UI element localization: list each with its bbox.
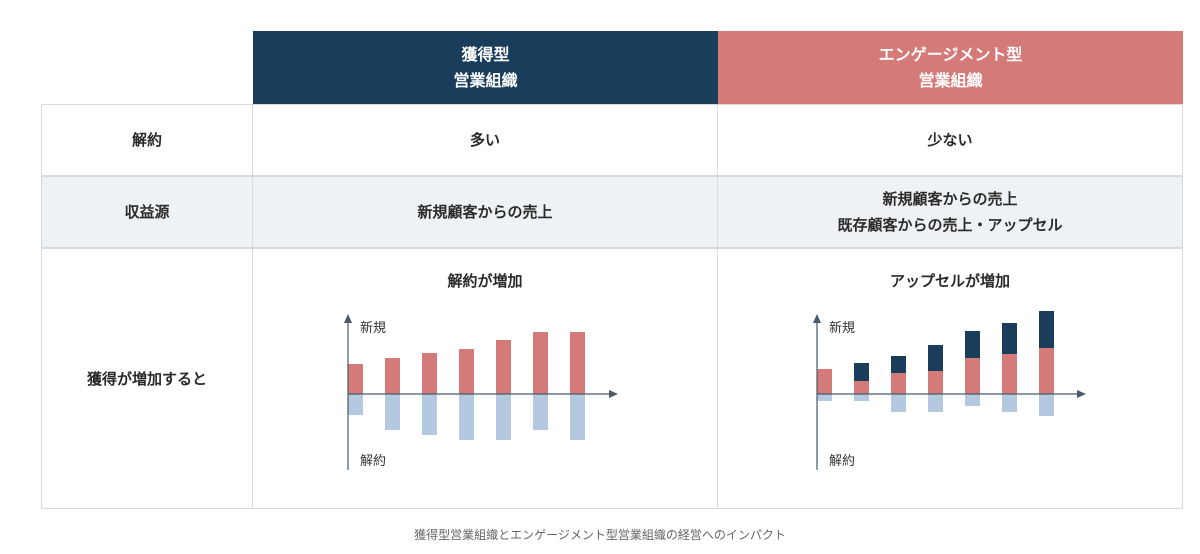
- bar-churn-3: [422, 394, 437, 435]
- y-top-label: 新規: [829, 320, 855, 336]
- bar-new-2: [385, 358, 400, 394]
- cell-text: 少ない: [927, 131, 973, 149]
- bar-churn-5: [496, 394, 511, 440]
- chart-title-left: 解約が増加: [447, 272, 523, 290]
- bar-new-6: [533, 332, 548, 394]
- y-bottom-label: 解約: [829, 454, 855, 469]
- cell-churn-engagement: 少ない: [717, 104, 1183, 176]
- bar-new-1: [348, 364, 363, 394]
- bar-new-5: [965, 358, 980, 394]
- header-acquisition-line2: 営業組織: [453, 70, 518, 90]
- bar-new-3: [891, 373, 906, 394]
- bar-upsell-6: [1002, 323, 1017, 354]
- row-label-text: 獲得が増加すると: [86, 369, 207, 388]
- bar-churn-4: [928, 394, 943, 412]
- x-axis-arrow: [1077, 390, 1086, 398]
- figure-caption: 獲得型営業組織とエンゲージメント型営業組織の経営へのインパクト: [414, 528, 786, 542]
- bar-upsell-5: [965, 331, 980, 358]
- bar-churn-2: [385, 394, 400, 430]
- cell-chart-engagement: [717, 248, 1183, 509]
- cell-text: 新規顧客からの売上: [417, 203, 553, 221]
- row-label-text: 解約: [131, 131, 162, 149]
- cell-text-line1: 新規顧客からの売上: [882, 190, 1018, 208]
- bar-new-1: [817, 369, 832, 394]
- y-top-label: 新規: [360, 320, 386, 336]
- bar-new-4: [459, 349, 474, 394]
- bar-new-2: [854, 381, 869, 394]
- y-bottom-label: 解約: [360, 454, 386, 469]
- bar-churn-2: [854, 394, 869, 401]
- bar-upsell-4: [928, 345, 943, 371]
- bar-new-3: [422, 353, 437, 394]
- row-label-revenue: 収益源: [41, 176, 253, 248]
- cell-text: 多い: [469, 131, 500, 149]
- header-engagement-line2: 営業組織: [918, 70, 983, 90]
- header-acquisition: 獲得型 営業組織: [253, 31, 718, 104]
- bar-churn-1: [817, 394, 832, 401]
- cell-revenue-acquisition: 新規顧客からの売上: [252, 176, 718, 248]
- header-acquisition-line1: 獲得型: [461, 44, 510, 64]
- cell-text-line2: 既存顧客からの売上・アップセル: [837, 216, 1063, 234]
- row-label-text: 収益源: [124, 203, 170, 221]
- bar-churn-1: [348, 394, 363, 415]
- bar-churn-6: [1002, 394, 1017, 412]
- y-axis-arrow: [813, 314, 821, 323]
- bar-new-4: [928, 371, 943, 394]
- header-engagement: エンゲージメント型 営業組織: [718, 31, 1183, 104]
- bar-churn-4: [459, 394, 474, 440]
- bar-upsell-2: [854, 363, 869, 381]
- header-engagement-line1: エンゲージメント型: [878, 44, 1023, 64]
- bar-churn-3: [891, 394, 906, 412]
- bar-upsell-3: [891, 356, 906, 373]
- bar-new-7: [1039, 348, 1054, 394]
- bar-new-5: [496, 340, 511, 394]
- bar-churn-5: [965, 394, 980, 406]
- cell-revenue-engagement: 新規顧客からの売上 既存顧客からの売上・アップセル: [717, 176, 1183, 248]
- bar-new-7: [570, 332, 585, 394]
- x-axis-arrow: [609, 390, 618, 398]
- bar-churn-7: [1039, 394, 1054, 416]
- chart-title-right: アップセルが増加: [889, 272, 1010, 290]
- bar-new-6: [1002, 354, 1017, 394]
- bar-upsell-7: [1039, 311, 1054, 348]
- bar-churn-7: [570, 394, 585, 440]
- y-axis-arrow: [344, 314, 352, 323]
- bar-churn-6: [533, 394, 548, 430]
